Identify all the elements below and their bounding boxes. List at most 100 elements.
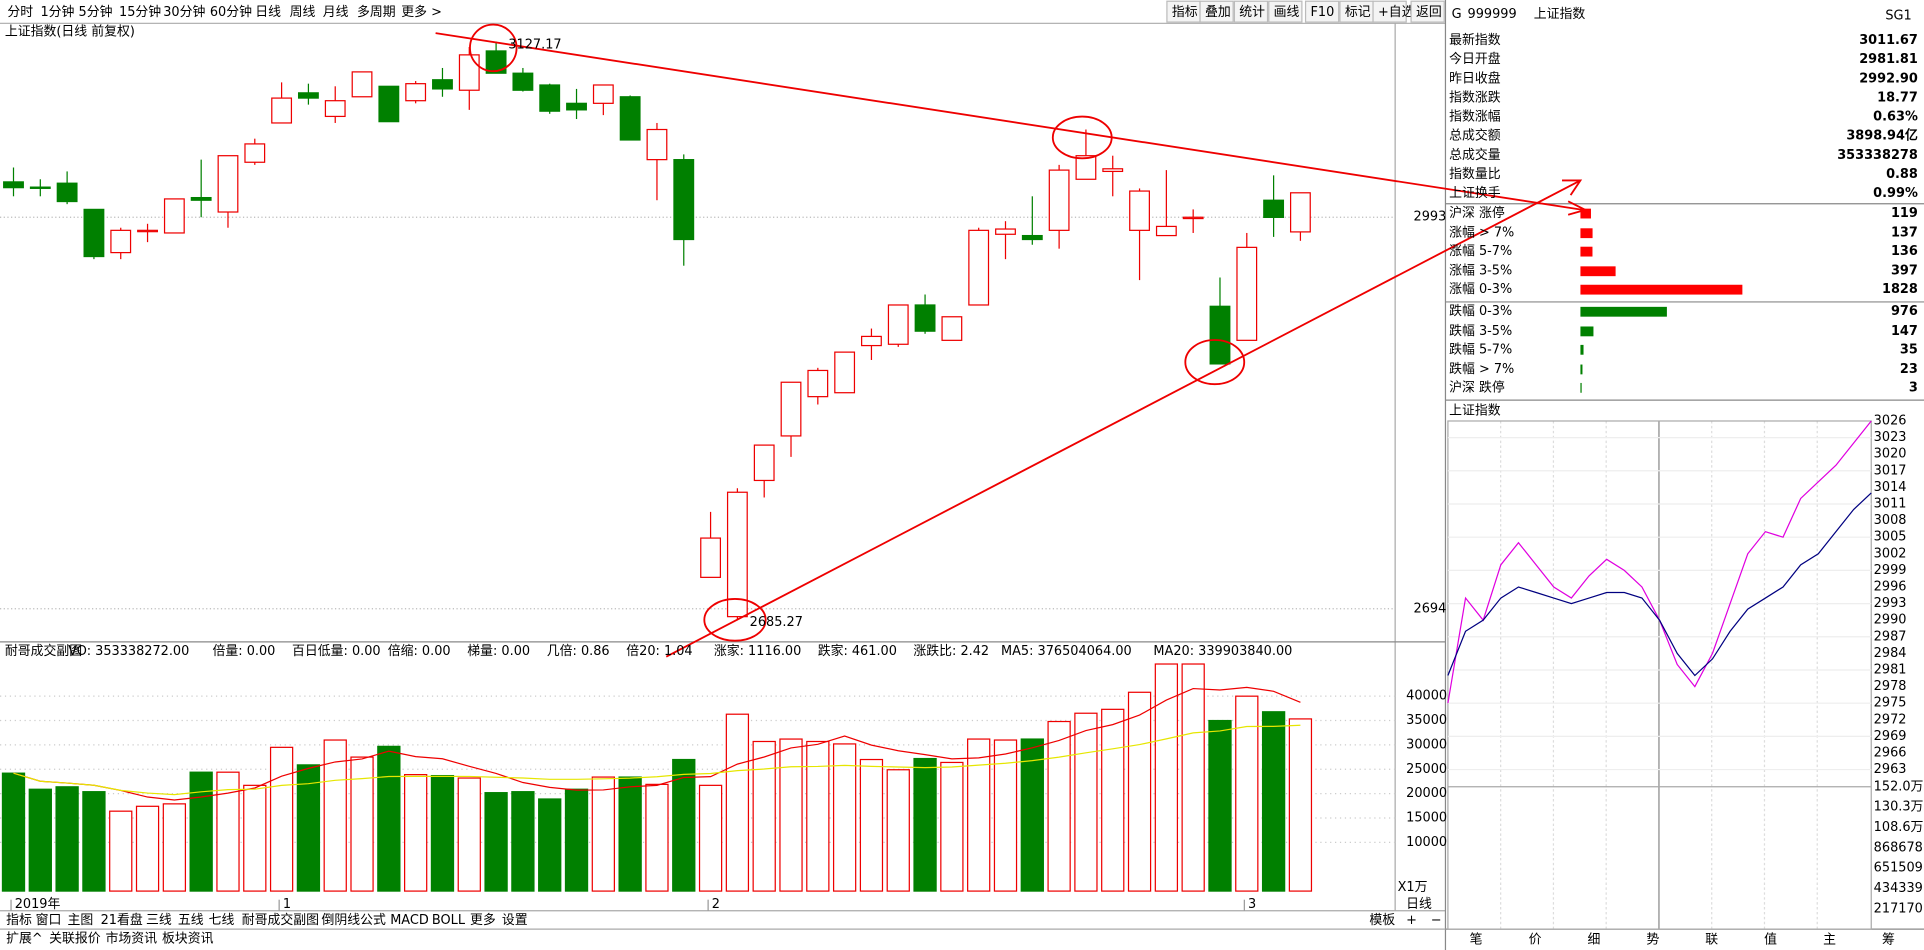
intraday-volume-tick: 434339 xyxy=(1874,881,1923,896)
distribution-label: 涨幅 3-5% xyxy=(1449,264,1512,279)
bottom-tab[interactable]: 更多 xyxy=(470,913,496,928)
distribution-count: 397 xyxy=(1891,264,1918,279)
period-tab[interactable]: 60分钟 xyxy=(210,4,252,20)
bottom-tab[interactable]: 窗口 xyxy=(36,912,62,928)
candle-body xyxy=(56,182,78,203)
bottom-tab[interactable]: BOLL xyxy=(432,913,466,928)
volume-bar xyxy=(1047,720,1071,892)
bottom-link[interactable]: 扩展^ xyxy=(6,931,43,946)
volume-bar xyxy=(404,774,428,892)
period-tab[interactable]: 5分钟 xyxy=(79,4,113,20)
intraday-tab[interactable]: 值 xyxy=(1764,932,1777,948)
toolbar-button[interactable] xyxy=(1268,0,1303,23)
candle-body xyxy=(753,444,775,482)
quote-label: 指数涨幅 xyxy=(1449,110,1501,125)
bottom-button[interactable]: + xyxy=(1406,913,1417,928)
intraday-tab[interactable]: 筹 xyxy=(1882,932,1895,948)
period-tab[interactable]: 日线 xyxy=(255,5,281,20)
intraday-tab[interactable]: 价 xyxy=(1529,933,1542,948)
bottom-button[interactable]: 模板 xyxy=(1369,913,1395,928)
bottom-tab[interactable]: 21看盘 xyxy=(101,912,143,928)
intraday-price-tick: 2966 xyxy=(1874,745,1907,760)
bottom-tab[interactable]: 主图 xyxy=(67,913,93,928)
bottom-tab[interactable]: 指标 xyxy=(6,913,32,928)
period-tab[interactable]: 30分钟 xyxy=(163,4,205,20)
volume-bar xyxy=(511,791,535,892)
price-tick-label: 2694 xyxy=(1414,601,1447,616)
volume-bar xyxy=(1181,663,1205,892)
moving-average xyxy=(13,686,1301,801)
period-tab[interactable]: 多周期 xyxy=(357,5,396,20)
quote-label: 上证换手 xyxy=(1449,186,1501,201)
intraday-volume-tick: 651509 xyxy=(1874,861,1923,876)
intraday-volume-tick: 868678 xyxy=(1874,840,1923,855)
x-label: 2 xyxy=(712,897,720,912)
chart-title: 上证指数(日线 前复权) xyxy=(5,23,135,39)
intraday-price-tick: 3002 xyxy=(1874,546,1907,561)
volume-header-item: 梯量: 0.00 xyxy=(467,644,530,659)
toolbar-button-label[interactable]: +自选 xyxy=(1378,5,1415,20)
candle-body xyxy=(887,304,909,345)
bottom-button[interactable]: 日线 xyxy=(1406,897,1432,912)
toolbar-button-label[interactable]: 返回 xyxy=(1416,5,1442,20)
period-tab[interactable]: 周线 xyxy=(290,5,316,20)
volume-bar xyxy=(1208,719,1232,892)
volume-tick-label: 20000 xyxy=(1406,786,1447,801)
intraday-tab[interactable]: 笔 xyxy=(1470,932,1483,948)
quote-label: 总成交量 xyxy=(1449,147,1501,163)
bottom-tab[interactable]: 倒阴线公式 xyxy=(321,913,385,928)
candle-body xyxy=(726,491,748,618)
toolbar-button-label[interactable]: 叠加 xyxy=(1205,5,1231,20)
distribution-label: 沪深 涨停 xyxy=(1449,205,1505,221)
candle-body xyxy=(83,208,105,258)
toolbar-button-label[interactable]: 统计 xyxy=(1239,5,1265,20)
distribution-bar xyxy=(1580,326,1594,337)
toolbar-button-label[interactable]: F10 xyxy=(1310,5,1334,20)
toolbar-button[interactable] xyxy=(1233,0,1269,23)
volume-bar xyxy=(940,761,964,892)
bottom-link[interactable]: 关联报价 xyxy=(49,931,101,946)
bottom-tab[interactable]: 三线 xyxy=(146,913,172,928)
candle-body xyxy=(324,100,346,118)
distribution-label: 沪深 跌停 xyxy=(1449,379,1505,395)
candle-body xyxy=(834,351,856,394)
bottom-tab[interactable]: 设置 xyxy=(502,913,528,928)
bottom-link[interactable]: 板块资讯 xyxy=(162,931,214,946)
low-label: 2685.27 xyxy=(750,615,803,630)
bottom-tab[interactable]: 五线 xyxy=(178,913,204,928)
x-label: 1 xyxy=(283,897,291,912)
bottom-tab[interactable]: 耐哥成交副图 xyxy=(242,912,319,928)
intraday-tab[interactable]: 势 xyxy=(1646,932,1659,948)
intraday-title: 上证指数 xyxy=(1449,404,1501,419)
distribution-label: 涨幅 > 7% xyxy=(1449,226,1514,241)
intraday-tab[interactable]: 联 xyxy=(1705,933,1718,948)
toolbar-button-label[interactable]: 指标 xyxy=(1172,5,1198,20)
distribution-count: 35 xyxy=(1900,342,1918,357)
moving-average xyxy=(13,724,1301,796)
period-tab[interactable]: 月线 xyxy=(323,5,349,20)
period-tab[interactable]: 分时 xyxy=(7,5,33,20)
intraday-tab[interactable]: 主 xyxy=(1823,933,1836,948)
period-tab[interactable]: 15分钟 xyxy=(119,4,161,20)
intraday-price-tick: 3011 xyxy=(1874,496,1907,511)
bottom-tab[interactable]: 七线 xyxy=(209,913,235,928)
volume-bar xyxy=(806,740,830,892)
candle-body xyxy=(110,229,132,254)
period-tab[interactable]: 更多 > xyxy=(401,5,442,20)
toolbar-button[interactable] xyxy=(1199,0,1234,23)
quote-tag: SG1 xyxy=(1885,8,1911,23)
volume-header-item: 倍缩: 0.00 xyxy=(388,643,451,659)
circle-mark xyxy=(1051,115,1113,160)
intraday-tab[interactable]: 细 xyxy=(1587,933,1600,948)
toolbar-button[interactable] xyxy=(1372,0,1407,23)
bottom-tab[interactable]: MACD xyxy=(390,913,429,928)
toolbar-button[interactable] xyxy=(1304,0,1340,23)
period-tab[interactable]: 1分钟 xyxy=(40,4,74,20)
toolbar-button[interactable] xyxy=(1410,0,1445,23)
toolbar-button-label[interactable]: 画线 xyxy=(1274,5,1300,20)
x-label: 3 xyxy=(1248,897,1256,912)
toolbar-button-label[interactable]: 标记 xyxy=(1345,5,1371,20)
bottom-button[interactable]: − xyxy=(1431,913,1442,928)
bottom-link[interactable]: 市场资讯 xyxy=(106,930,158,946)
trend-line xyxy=(665,179,1581,658)
